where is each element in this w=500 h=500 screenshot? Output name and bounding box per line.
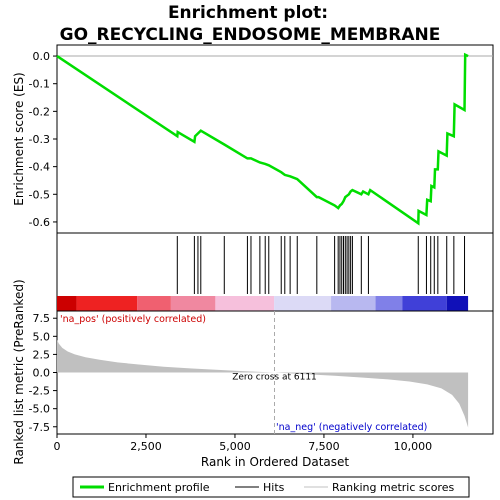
- x-axis-label: Rank in Ordered Dataset: [201, 455, 349, 469]
- es-y-tick-label: -0.1: [29, 78, 50, 91]
- negative-correlation-label: 'na_neg' (negatively correlated): [276, 422, 427, 433]
- metric-y-tick-label: 5.0: [33, 330, 51, 343]
- metric-y-axis: 7.5 5.0 2.5 0.0 -2.5 -5.0 -7.5: [29, 312, 57, 434]
- x-tick-label: 0: [54, 440, 61, 453]
- heat-bar-segment: [402, 296, 447, 311]
- chart-title-line-2: GO_RECYCLING_ENDOSOME_MEMBRANE: [60, 25, 441, 45]
- metric-y-axis-label: Ranked list metric (PreRanked): [12, 279, 26, 464]
- es-panel: 0.0 -0.1 -0.2 -0.3 -0.4 -0.5 -0.6: [29, 44, 494, 234]
- heat-bar-segment: [57, 296, 77, 311]
- metric-y-tick-label: -7.5: [29, 421, 50, 434]
- zero-cross-label: Zero cross at 6111: [232, 373, 317, 383]
- heat-bar-segment: [76, 296, 138, 311]
- x-tick-label: 10,000: [394, 440, 433, 453]
- heat-bar-segment: [215, 296, 275, 311]
- es-panel-frame: [56, 44, 494, 234]
- enrichment-profile-line: [56, 52, 469, 226]
- metric-y-tick-label: 0.0: [33, 367, 51, 380]
- metric-panel: 7.5 5.0 2.5 0.0 -2.5 -5.0 -7.5 Zero cross at 6…: [29, 310, 494, 435]
- es-y-axis: 0.0 -0.1 -0.2 -0.3 -0.4 -0.5 -0.6: [29, 50, 57, 229]
- es-y-tick-label: -0.3: [29, 133, 50, 146]
- legend-hits-label: Hits: [263, 481, 285, 494]
- heat-bar-segment: [170, 296, 216, 311]
- metric-y-tick-label: 7.5: [33, 312, 51, 325]
- es-y-tick-label: 0.0: [33, 50, 51, 63]
- legend-metric-label: Ranking metric scores: [332, 481, 454, 494]
- legend-enrichment-label: Enrichment profile: [108, 481, 210, 494]
- x-tick-label: 7,500: [308, 440, 340, 453]
- es-y-tick-label: -0.5: [29, 188, 50, 201]
- heat-bar-segment: [446, 296, 469, 311]
- metric-y-tick-label: 2.5: [33, 348, 51, 361]
- chart-title-line-1: Enrichment plot:: [168, 3, 328, 23]
- metric-y-tick-label: -2.5: [29, 385, 50, 398]
- es-y-tick-label: -0.2: [29, 105, 50, 118]
- x-tick-label: 2,500: [130, 440, 162, 453]
- x-axis: 0 2,500 5,000 7,500 10,000: [54, 434, 433, 453]
- heat-bar-segment: [375, 296, 403, 311]
- es-y-tick-label: -0.4: [29, 161, 50, 174]
- heat-bar-segment: [331, 296, 376, 311]
- heat-bar-segment: [274, 296, 332, 311]
- legend-frame: [72, 476, 470, 498]
- metric-y-tick-label: -5.0: [29, 403, 50, 416]
- x-tick-label: 5,000: [219, 440, 251, 453]
- es-y-axis-label: Enrichment score (ES): [12, 72, 26, 205]
- chart-legend: Enrichment profile Hits Ranking metric s…: [72, 476, 470, 498]
- heat-bar-segment: [137, 296, 171, 311]
- positive-correlation-label: 'na_pos' (positively correlated): [60, 314, 206, 325]
- es-y-tick-label: -0.6: [29, 216, 50, 229]
- rank-heat-bar: [57, 296, 469, 311]
- hit-marks: [176, 236, 466, 294]
